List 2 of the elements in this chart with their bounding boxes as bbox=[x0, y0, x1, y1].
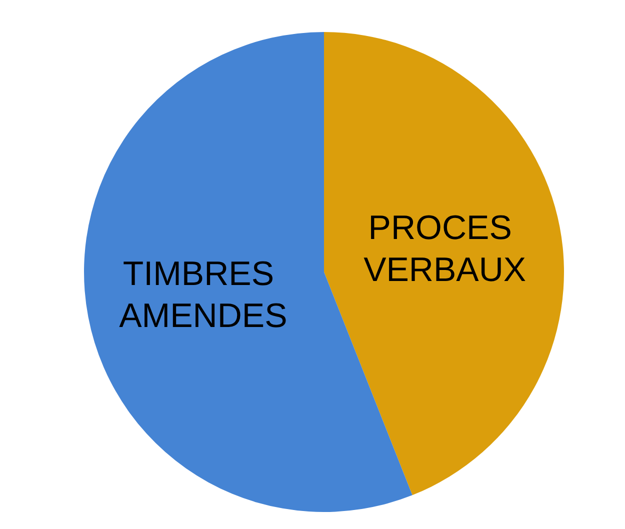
slice-label: TIMBRES AMENDES bbox=[119, 255, 288, 336]
slice-label: PROCES VERBAUX bbox=[364, 208, 526, 289]
